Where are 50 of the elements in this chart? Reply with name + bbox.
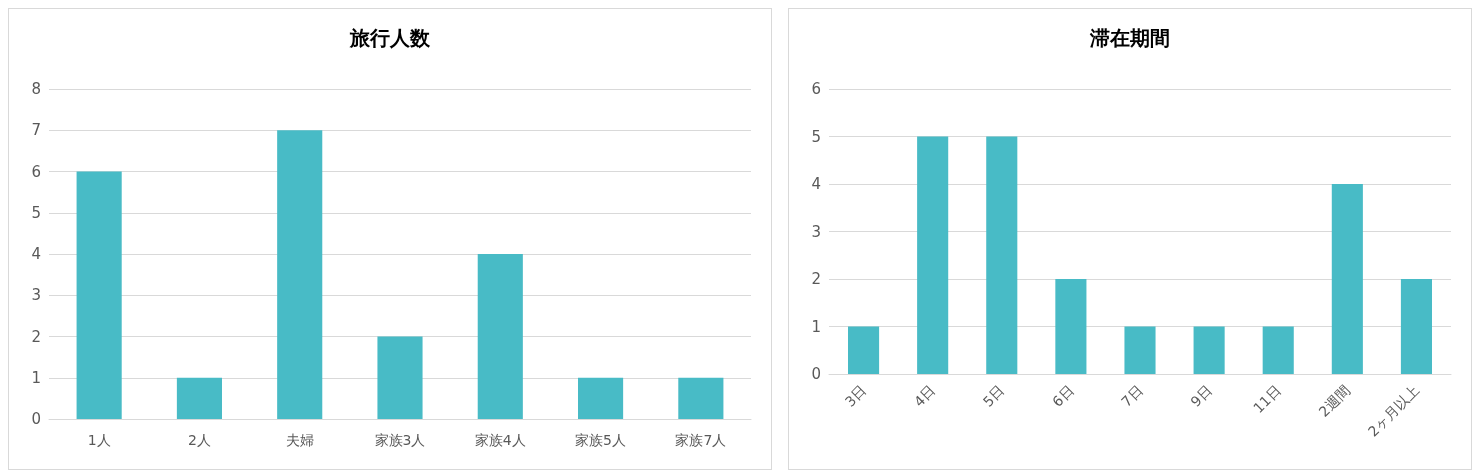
x-tick-label: 9日	[1187, 382, 1215, 410]
x-tick-label: 2ヶ月以上	[1364, 382, 1423, 440]
y-tick-label: 2	[31, 327, 41, 346]
bar	[578, 377, 624, 419]
bar	[678, 377, 724, 419]
y-tick-label: 5	[31, 203, 41, 222]
x-tick-label: 4日	[910, 382, 939, 410]
y-tick-label: 3	[811, 222, 821, 241]
y-tick-label: 6	[31, 162, 41, 181]
y-tick-label: 6	[811, 80, 821, 98]
bar	[1193, 326, 1225, 374]
bar	[1262, 326, 1294, 374]
x-tick-label: 7日	[1118, 382, 1146, 410]
bar	[176, 377, 222, 419]
bar	[848, 326, 880, 374]
y-tick-label: 4	[811, 175, 821, 193]
x-tick-label: 家族7人	[675, 432, 727, 448]
y-tick-label: 2	[811, 270, 821, 288]
bar	[917, 136, 949, 374]
y-tick-label: 3	[31, 286, 41, 305]
x-tick-label: 夫婦	[285, 432, 314, 448]
y-tick-label: 1	[31, 368, 41, 387]
y-tick-label: 5	[811, 127, 821, 146]
x-tick-label: 家族4人	[474, 432, 526, 448]
bar	[277, 130, 323, 419]
chart-title: 旅行人数	[349, 26, 431, 50]
x-tick-label: 6日	[1049, 382, 1077, 410]
y-tick-label: 7	[31, 121, 41, 140]
x-tick-label: 2週間	[1315, 382, 1353, 420]
bar	[1055, 279, 1087, 374]
bar	[1331, 184, 1363, 374]
x-tick-label: 1人	[87, 432, 111, 448]
bar	[1124, 326, 1156, 374]
y-tick-label: 8	[31, 80, 41, 98]
y-tick-label: 4	[31, 245, 41, 263]
chart-title: 滞在期間	[1089, 26, 1170, 50]
bar	[377, 336, 423, 419]
x-tick-label: 3日	[841, 382, 870, 410]
bar	[76, 171, 122, 419]
y-tick-label: 0	[31, 410, 41, 428]
x-tick-label: 5日	[979, 382, 1008, 410]
y-tick-label: 1	[811, 317, 821, 336]
bar	[1400, 279, 1432, 374]
bar	[986, 136, 1018, 374]
y-tick-label: 0	[811, 365, 821, 383]
x-tick-label: 家族3人	[374, 432, 426, 448]
x-tick-label: 家族5人	[575, 432, 627, 448]
x-tick-label: 2人	[187, 432, 211, 448]
x-tick-label: 11日	[1250, 382, 1284, 417]
bar	[477, 254, 523, 419]
